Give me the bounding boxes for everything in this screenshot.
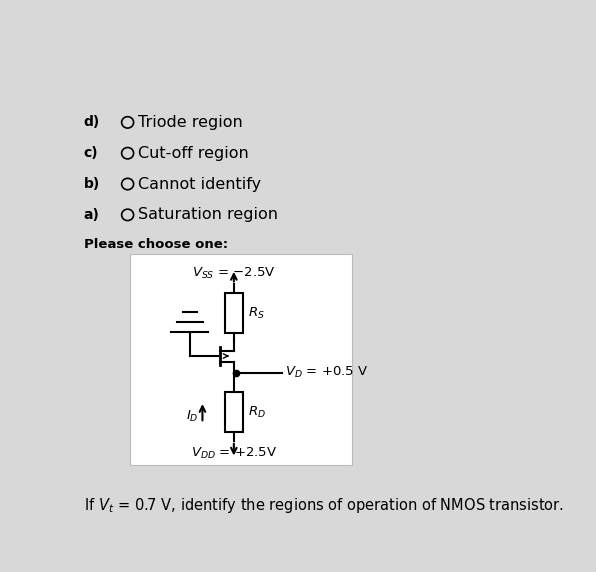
Text: $R_D$: $R_D$	[248, 404, 266, 420]
Bar	[130, 253, 352, 465]
Text: Cannot identify: Cannot identify	[138, 177, 262, 192]
Text: $R_S$: $R_S$	[248, 305, 265, 321]
Text: If $V_t$ = 0.7 V, identify the regions of operation of NMOS transistor.: If $V_t$ = 0.7 V, identify the regions o…	[83, 496, 564, 515]
Text: $V_D$ = +0.5 V: $V_D$ = +0.5 V	[285, 365, 368, 380]
Text: Cut-off region: Cut-off region	[138, 146, 249, 161]
Text: Triode region: Triode region	[138, 115, 243, 130]
Bar	[225, 293, 243, 333]
Text: Please choose one:: Please choose one:	[83, 238, 228, 251]
Bar	[225, 392, 243, 432]
Text: b): b)	[83, 177, 100, 191]
Text: $V_{DD}$ = +2.5V: $V_{DD}$ = +2.5V	[191, 446, 277, 460]
Text: d): d)	[83, 116, 100, 129]
Text: $V_{SS}$ = −2.5V: $V_{SS}$ = −2.5V	[192, 265, 276, 281]
Text: a): a)	[83, 208, 100, 222]
Text: c): c)	[83, 146, 98, 160]
Text: Saturation region: Saturation region	[138, 208, 278, 223]
Text: $I_D$: $I_D$	[186, 409, 198, 424]
